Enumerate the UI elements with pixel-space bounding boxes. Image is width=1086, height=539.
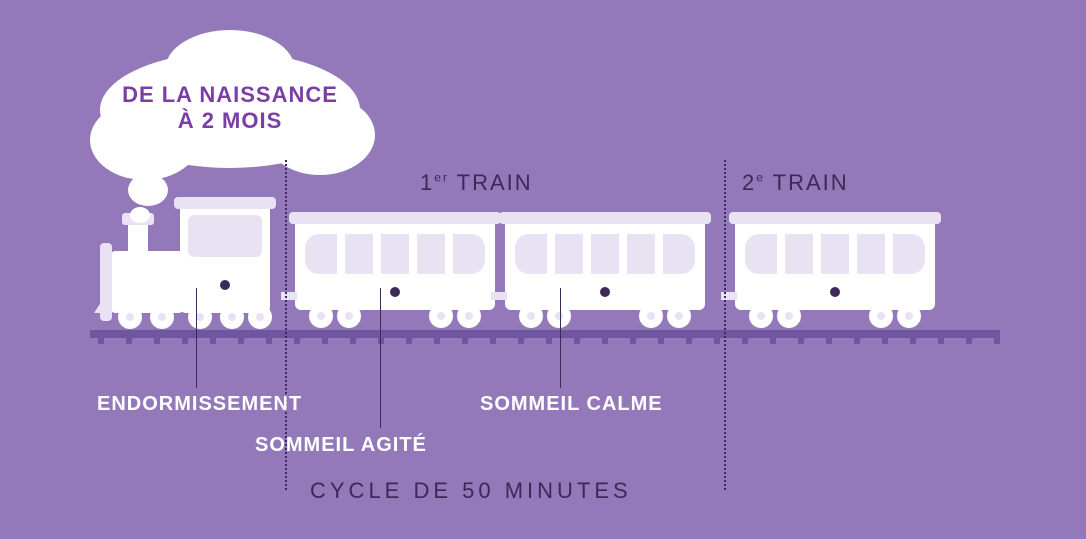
divider-cycle-end [724,160,726,490]
callout-sommeil-calme: SOMMEIL CALME [480,393,663,416]
callout-line-endormissement [196,288,197,388]
train-label-2: 2e TRAIN [742,170,849,196]
sleep-cycle-diagram: DE LA NAISSANCE À 2 MOIS 1er TRAIN 2e TR… [0,0,1086,539]
callout-line-agite [380,288,381,428]
train-label-1: 1er TRAIN [420,170,533,196]
callout-line-calme [560,288,561,388]
cloud-line1: DE LA NAISSANCE [122,82,338,107]
callout-endormissement: ENDORMISSEMENT [97,393,302,416]
train-illustration [0,0,1086,539]
cycle-label: CYCLE DE 50 MINUTES [310,478,632,504]
cloud-title: DE LA NAISSANCE À 2 MOIS [120,82,340,135]
cloud-line2: À 2 MOIS [178,108,283,133]
callout-sommeil-agite: SOMMEIL AGITÉ [255,434,427,457]
